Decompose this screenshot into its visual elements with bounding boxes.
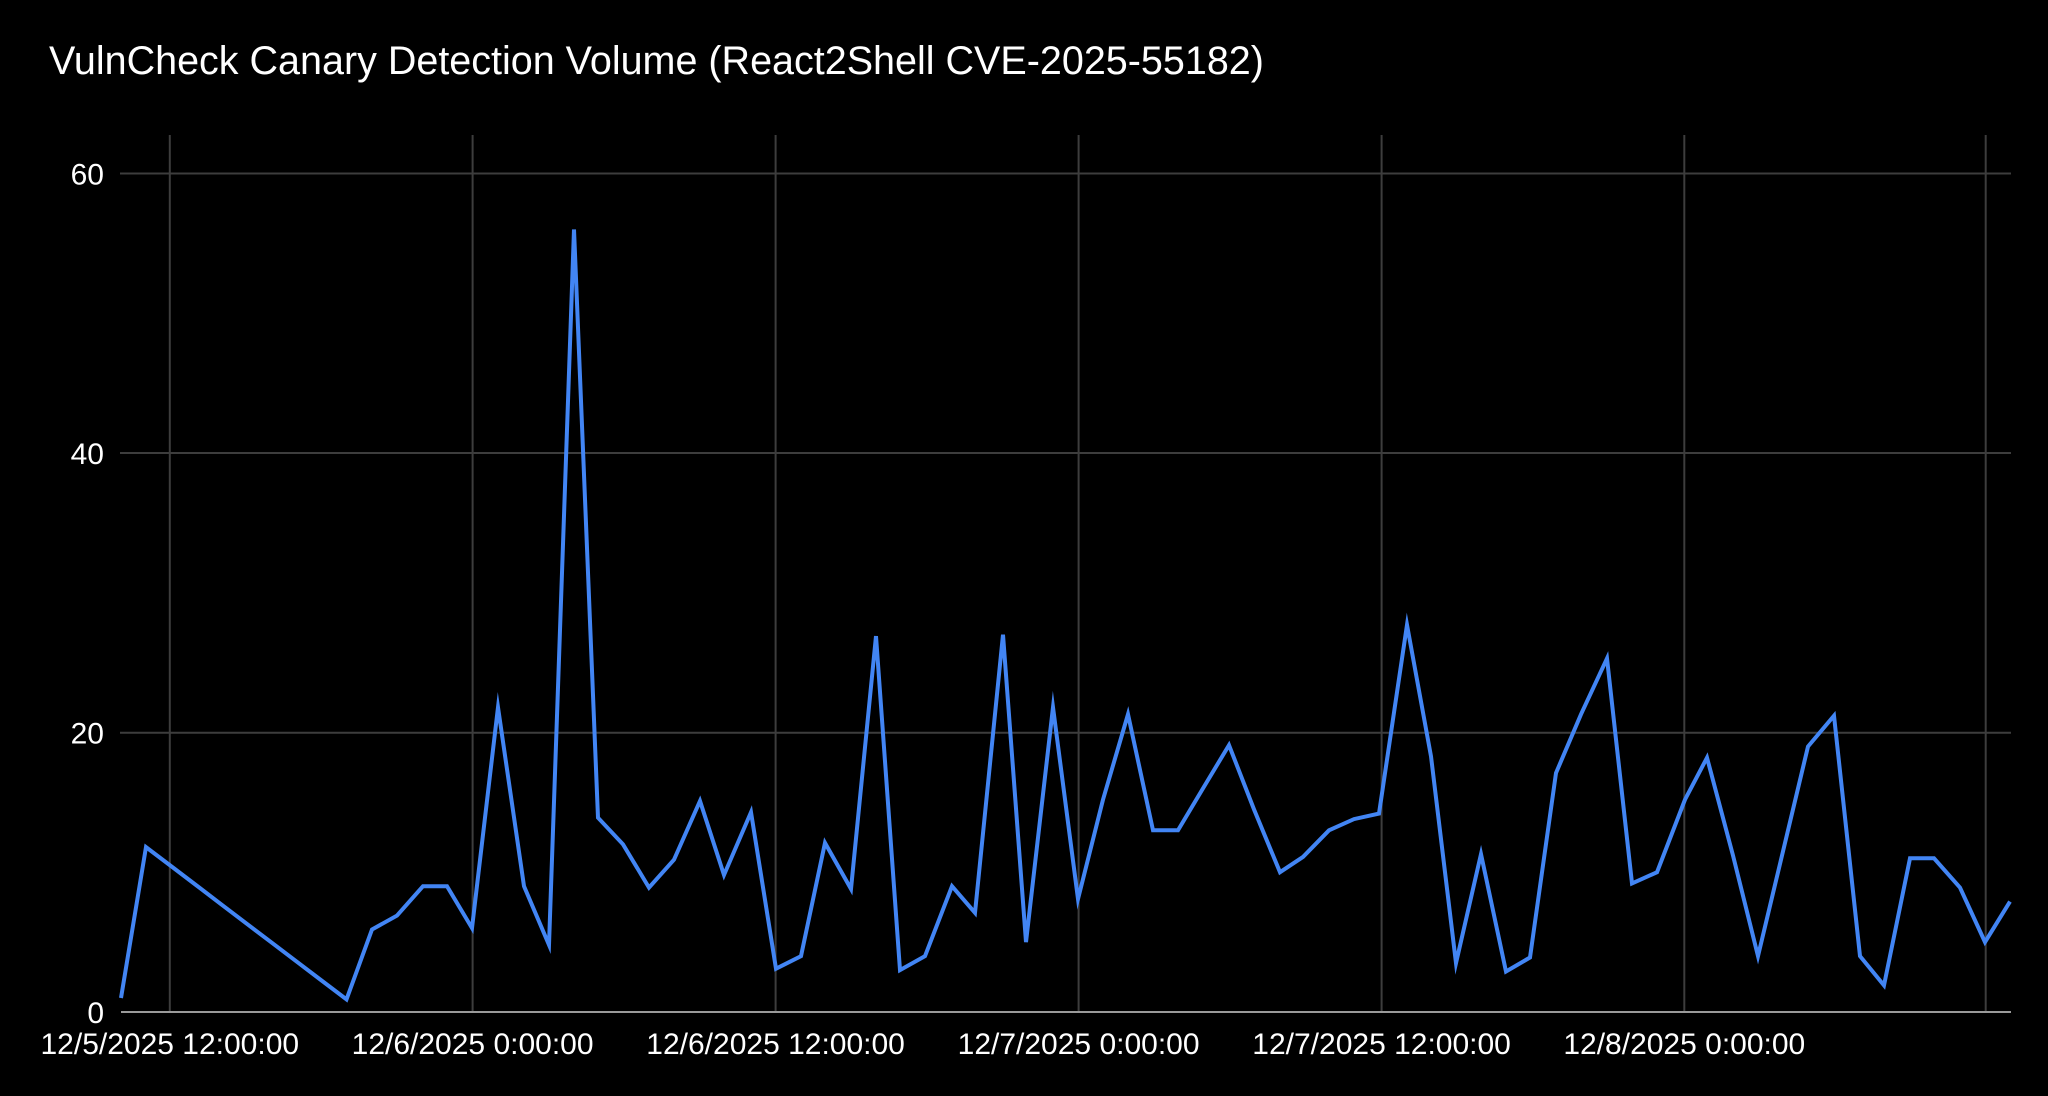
svg-text:12/8/2025 0:00:00: 12/8/2025 0:00:00 (1563, 1028, 1805, 1061)
svg-text:12/7/2025 0:00:00: 12/7/2025 0:00:00 (958, 1028, 1200, 1061)
svg-text:12/6/2025 12:00:00: 12/6/2025 12:00:00 (646, 1028, 905, 1061)
svg-text:VulnCheck Canary Detection Vol: VulnCheck Canary Detection Volume (React… (49, 39, 1264, 83)
svg-text:60: 60 (71, 159, 104, 192)
svg-text:12/5/2025 12:00:00: 12/5/2025 12:00:00 (41, 1028, 300, 1061)
svg-text:12/7/2025 12:00:00: 12/7/2025 12:00:00 (1252, 1028, 1511, 1061)
svg-text:40: 40 (71, 438, 104, 471)
svg-text:20: 20 (71, 718, 104, 751)
svg-text:0: 0 (87, 997, 104, 1030)
svg-text:12/6/2025 0:00:00: 12/6/2025 0:00:00 (352, 1028, 594, 1061)
